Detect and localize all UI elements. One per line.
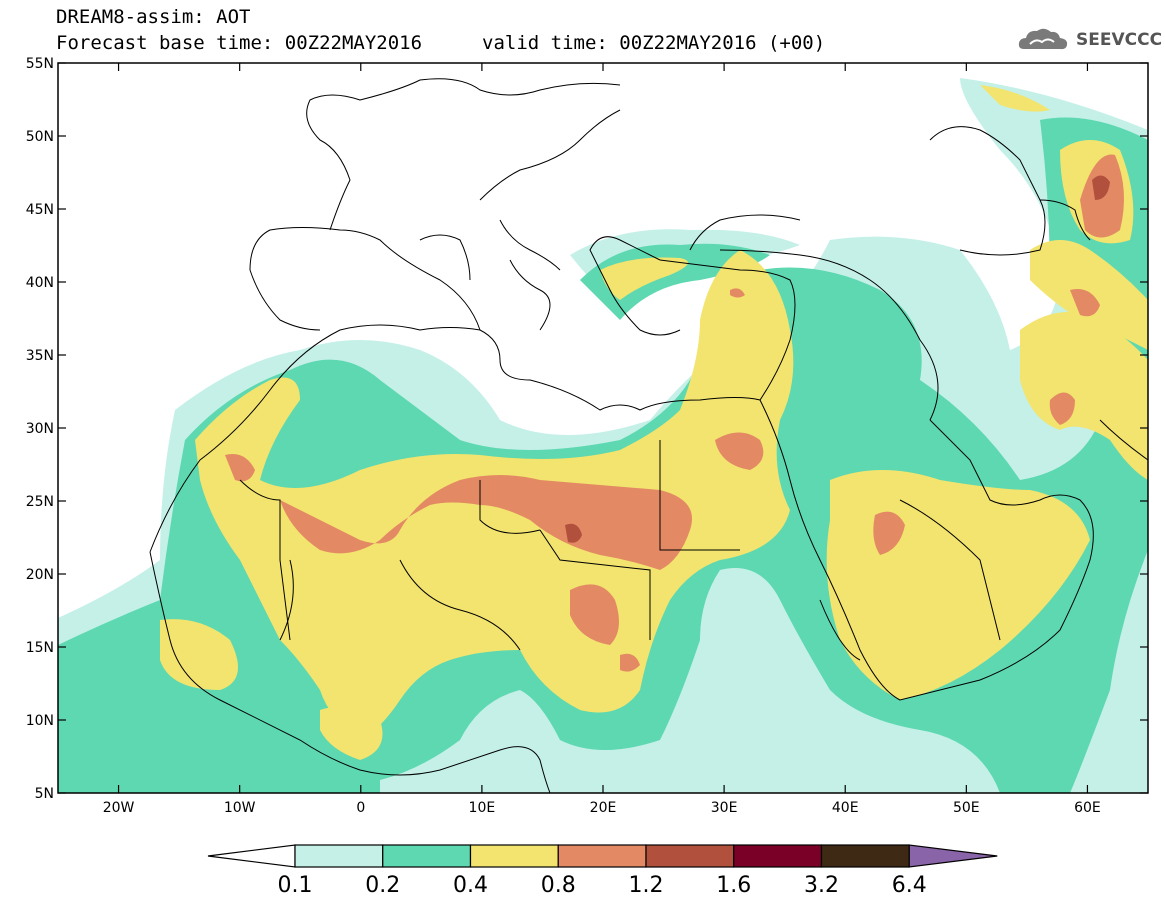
map-title: DREAM8-assim: AOT xyxy=(56,6,251,28)
cloud-icon xyxy=(1018,28,1068,50)
lon-tick-label: 10E xyxy=(469,800,496,816)
forecast-base-time: Forecast base time: 00Z22MAY2016 xyxy=(56,32,423,54)
lon-tick-label: 60E xyxy=(1074,800,1101,816)
colorbar-swatch xyxy=(382,844,472,868)
colorbar-level-label: 6.4 xyxy=(892,873,927,898)
colorbar-level-label: 0.1 xyxy=(278,873,313,898)
colorbar-swatch xyxy=(557,844,647,868)
colorbar-level-label: 0.8 xyxy=(541,873,576,898)
lat-tick-label: 15N xyxy=(26,640,54,656)
lat-tick-label: 45N xyxy=(26,202,54,218)
colorbar-swatch xyxy=(469,844,559,868)
colorbar-swatch xyxy=(645,844,735,868)
colorbar-level-label: 0.4 xyxy=(453,873,488,898)
aot-field xyxy=(58,78,1148,793)
colorbar-swatch xyxy=(820,844,910,868)
lat-tick-label: 35N xyxy=(26,348,54,364)
lat-tick-label: 10N xyxy=(26,713,54,729)
coastlines xyxy=(149,78,1148,793)
colorbar-swatch xyxy=(294,844,384,868)
lat-tick-label: 30N xyxy=(26,421,54,437)
lat-tick-label: 20N xyxy=(26,567,54,583)
lat-tick-label: 25N xyxy=(26,494,54,510)
lat-tick-label: 50N xyxy=(26,129,54,145)
logo-text: SEEVCCC xyxy=(1076,30,1163,50)
lon-tick-label: 0 xyxy=(356,800,365,816)
lon-tick-label: 30E xyxy=(711,800,738,816)
colorbar-level-label: 1.6 xyxy=(716,873,751,898)
colorbar-swatch xyxy=(733,844,823,868)
colorbar-over-swatch xyxy=(908,844,998,868)
aot-level-1.2 xyxy=(565,175,1110,543)
latitude-axis: 5N 10N 15N 20N 25N 30N 35N 40N 45N 50N 55N xyxy=(26,56,1148,802)
colorbar-level-label: 3.2 xyxy=(804,873,839,898)
lon-tick-label: 40E xyxy=(832,800,859,816)
longitude-axis: 20W 10W 0 10E 20E 30E 40E 50E 60E xyxy=(103,63,1101,816)
colorbar-legend: 0.1 0.2 0.4 0.8 1.2 1.6 3.2 6.4 xyxy=(207,844,998,898)
lat-tick-label: 5N xyxy=(35,786,54,802)
colorbar-under-swatch xyxy=(207,844,296,868)
colorbar-level-label: 1.2 xyxy=(629,873,664,898)
lon-tick-label: 50E xyxy=(953,800,980,816)
colorbar-level-label: 0.2 xyxy=(365,873,400,898)
lat-tick-label: 40N xyxy=(26,275,54,291)
lon-tick-label: 20W xyxy=(103,800,135,816)
lon-tick-label: 20E xyxy=(590,800,617,816)
lat-tick-label: 55N xyxy=(26,56,54,72)
lon-tick-label: 10W xyxy=(224,800,256,816)
valid-time: valid time: 00Z22MAY2016 (+00) xyxy=(482,32,826,54)
